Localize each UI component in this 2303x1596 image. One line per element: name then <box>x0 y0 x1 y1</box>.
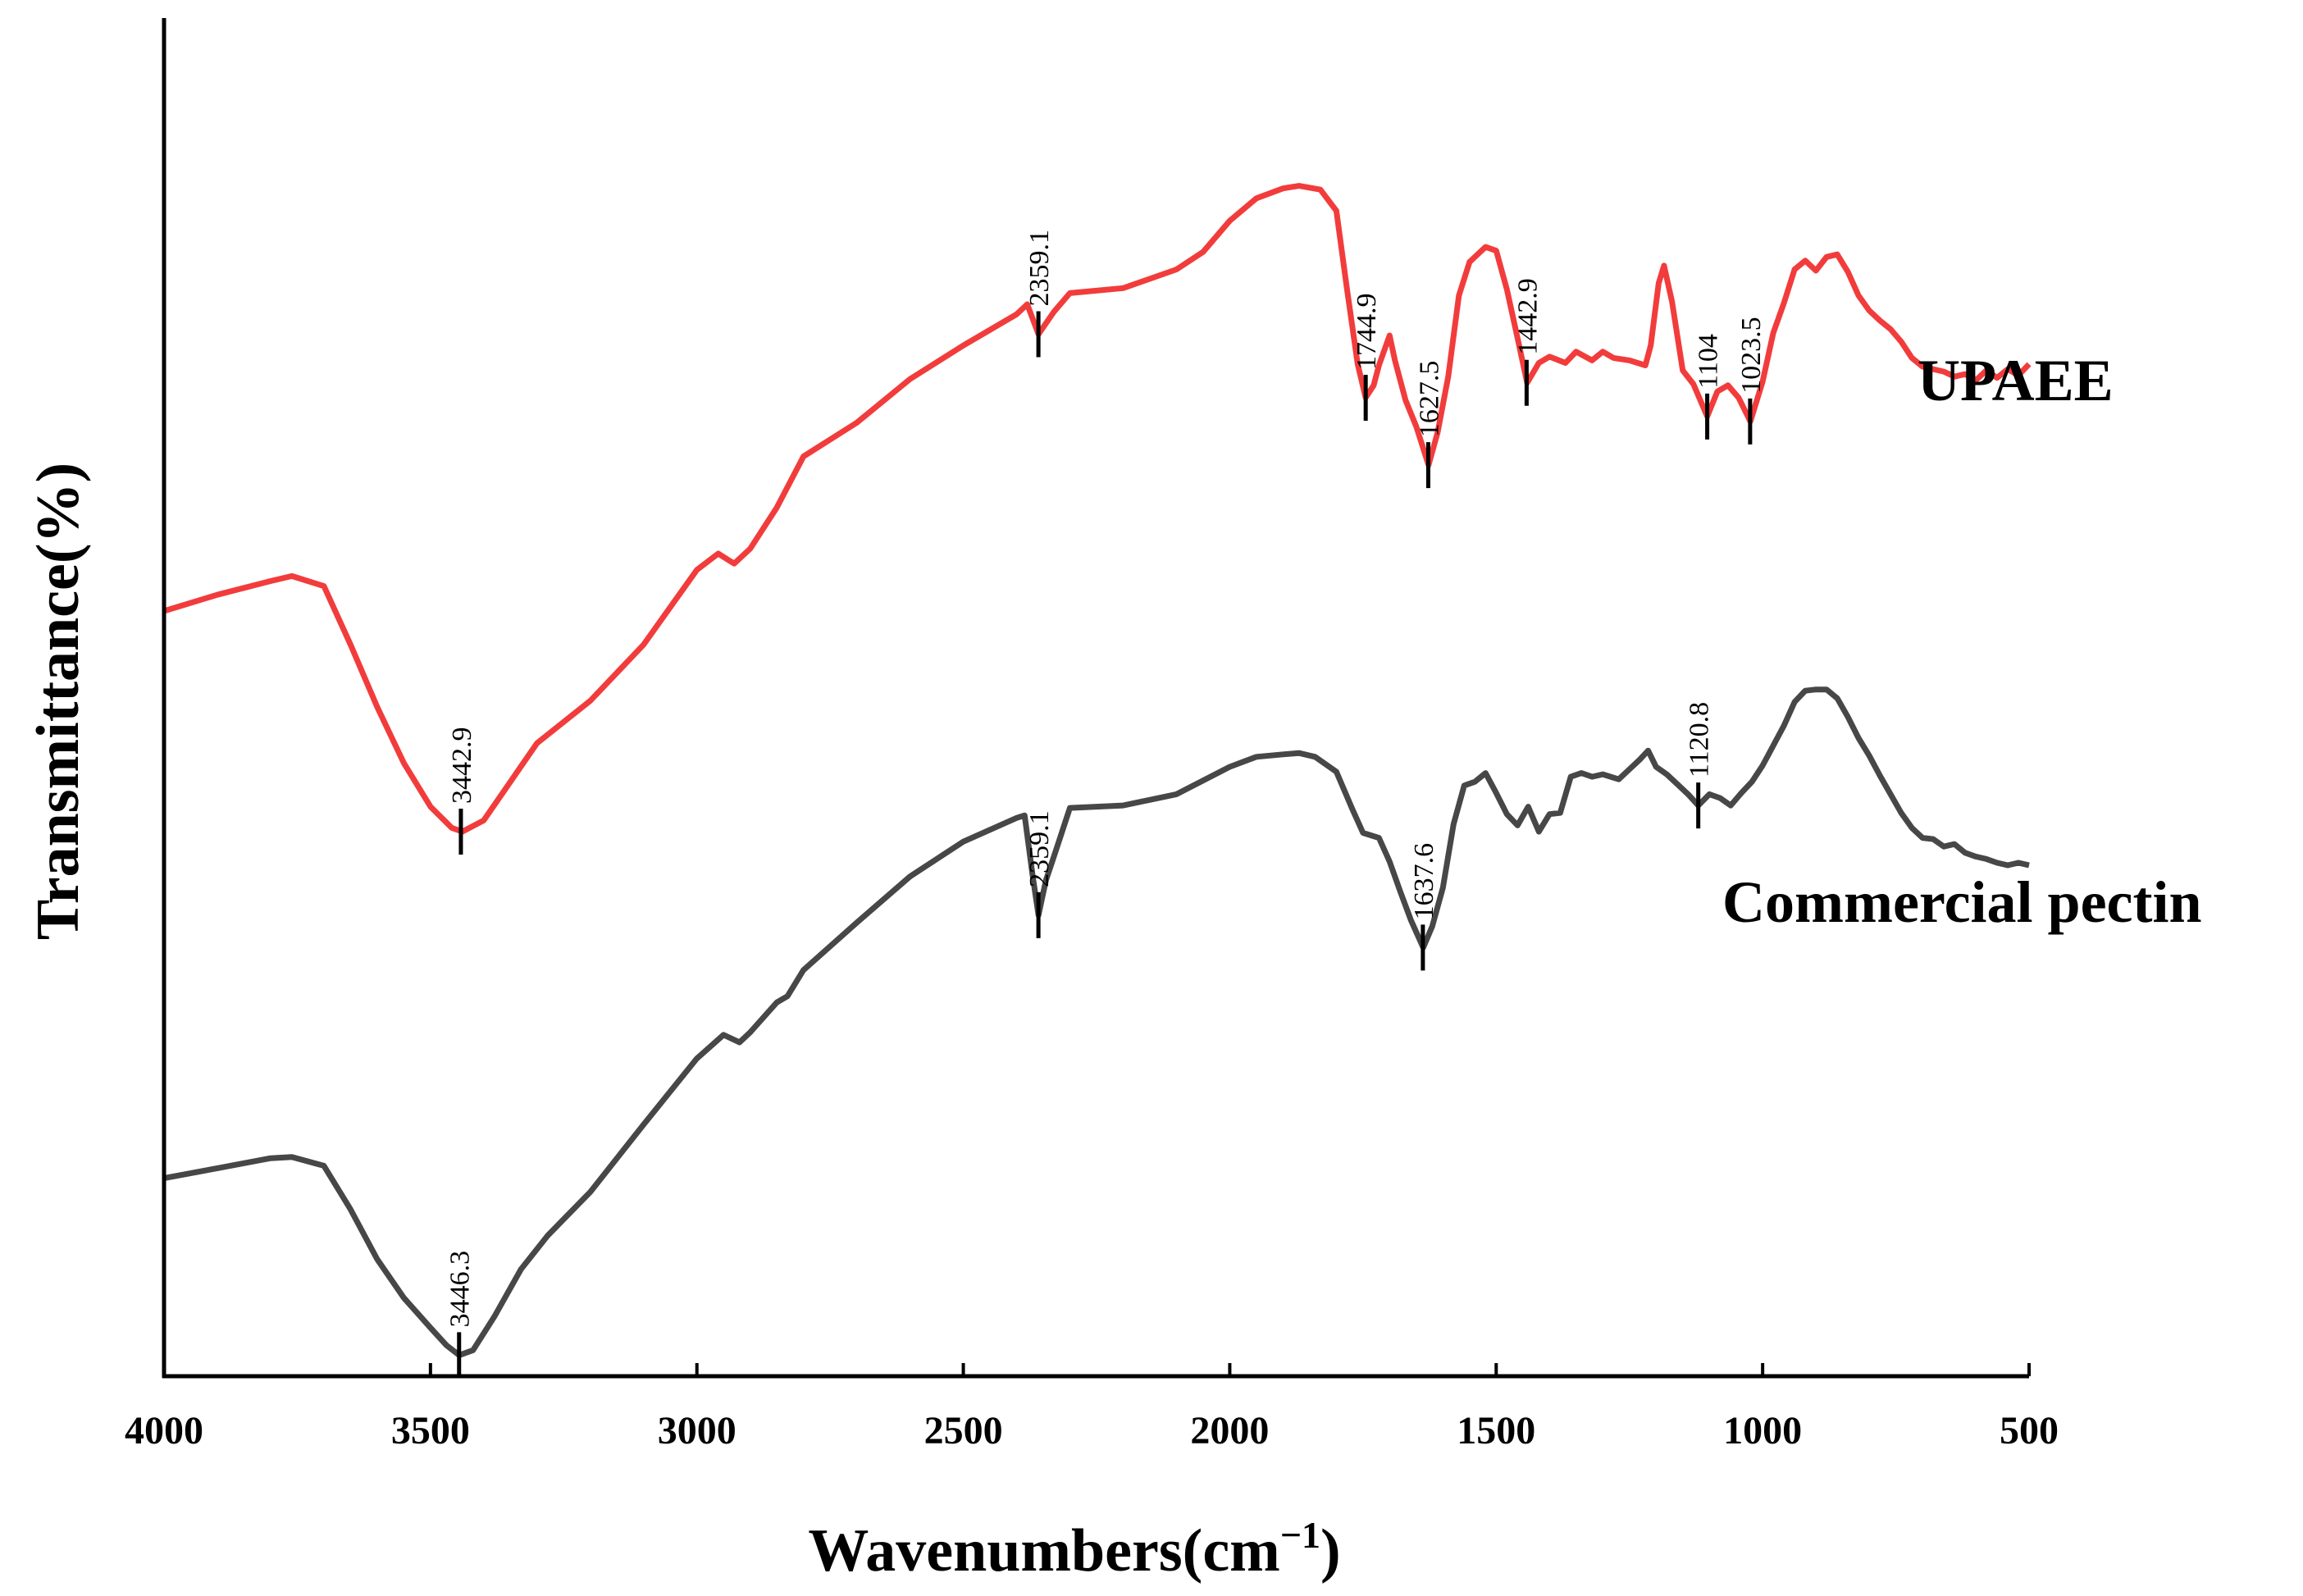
peak-label-commercial-pectin-1: 2359.1 <box>1024 810 1055 887</box>
x-axis-title-close: ) <box>1320 1517 1341 1585</box>
peak-label-upaee-3: 1627.5 <box>1414 361 1444 438</box>
peak-annotations: 3442.9 2359.1 1744.9 1627.5 1442.9 1104 1023.5… <box>445 230 1767 1379</box>
x-tick-label-2000: 2000 <box>1190 1409 1269 1452</box>
peak-label-commercial-pectin-3: 1120.8 <box>1685 702 1715 777</box>
x-tick-label-4000: 4000 <box>125 1409 203 1452</box>
series-label-upaee: UPAEE <box>1918 348 2114 413</box>
series-line-commercial-pectin <box>163 686 2030 1358</box>
peak-label-upaee-0: 3442.9 <box>447 727 477 805</box>
x-axis-title-main: Wavenumbers(cm <box>808 1517 1280 1585</box>
peak-label-upaee-6: 1023.5 <box>1736 317 1767 394</box>
series-layer <box>162 183 2032 1358</box>
series-label-commercial-pectin: Commercial pectin <box>1722 869 2202 935</box>
x-axis-title-superscript: −1 <box>1280 1514 1320 1556</box>
peak-label-upaee-1: 2359.1 <box>1024 230 1055 307</box>
series-line-upaee <box>162 183 2032 835</box>
x-tick-label-2500: 2500 <box>924 1409 1003 1452</box>
y-axis-title: Transmittance(%) <box>25 463 92 940</box>
peak-label-upaee-4: 1442.9 <box>1512 278 1543 355</box>
peak-label-upaee-2: 1744.9 <box>1352 294 1382 371</box>
x-tick-label-500: 500 <box>2000 1409 2059 1452</box>
x-tick-label-1500: 1500 <box>1457 1409 1535 1452</box>
peak-label-upaee-5: 1104 <box>1694 334 1724 389</box>
peak-label-commercial-pectin-0: 3446.3 <box>445 1251 476 1328</box>
x-tick-label-1000: 1000 <box>1723 1409 1802 1452</box>
x-tick-label-3000: 3000 <box>658 1409 737 1452</box>
x-axis-ticks: 4000 3500 3000 2500 2000 1500 1000 500 <box>125 1363 2059 1452</box>
peak-label-commercial-pectin-2: 1637.6 <box>1409 843 1439 920</box>
x-axis-title: Wavenumbers(cm−1) <box>808 1514 1340 1585</box>
x-tick-label-3500: 3500 <box>391 1409 470 1452</box>
